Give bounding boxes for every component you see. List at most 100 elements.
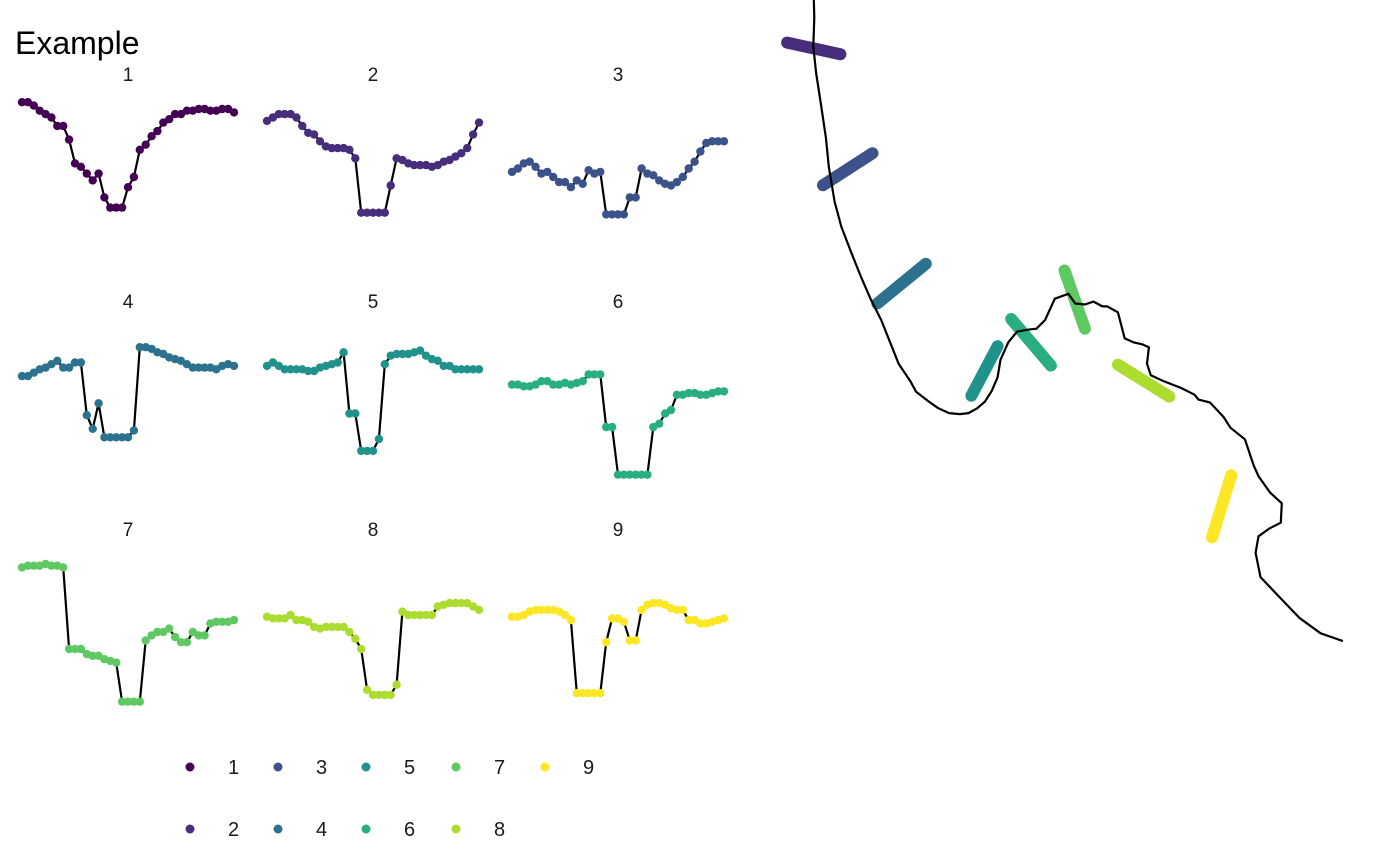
facet-point [415,610,425,620]
legend-item-4: 4 [273,819,327,841]
facet-point [374,208,384,217]
facet-point [182,638,192,647]
facet-point [380,360,389,369]
legend-label: 9 [583,757,594,779]
facet-point [607,422,617,432]
facet-point [274,614,283,623]
facet-point [292,365,301,374]
facet-point [112,658,121,667]
facet-point [165,624,174,633]
facet-point [439,361,448,371]
facet-point [549,172,558,182]
facet-point [82,411,92,420]
segment-8 [1111,358,1176,403]
segment-9 [1206,469,1238,544]
facet-point [655,419,664,428]
facet-point [106,203,115,212]
legend-label: 7 [494,757,505,779]
facet-point [64,363,74,372]
facet-point [298,121,307,131]
legend-item-3: 3 [273,757,327,779]
facet-point [123,433,133,442]
facet-point [374,690,384,700]
facet-label-7: 7 [123,520,134,541]
facet-point [643,470,652,479]
facet-point [206,106,215,115]
facet-point [345,145,354,154]
facet-point [602,210,611,219]
legend-key [273,762,283,772]
facet-point [457,149,466,158]
facet-point [678,172,687,182]
facet-point [427,610,437,620]
facet-point [531,162,540,171]
facet-point [549,380,558,389]
facet-point [625,636,634,645]
facet-point [141,140,150,149]
legend-key [451,824,461,834]
facet-point [321,622,331,632]
facet-point [29,101,38,110]
facet-point [147,132,156,141]
facet-label-6: 6 [613,292,624,313]
facet-point [29,561,38,570]
facet-point [572,689,581,698]
facet-point [53,121,62,131]
facet-point [182,106,192,115]
facet-point [543,605,552,615]
facet-point [129,172,139,182]
legend-key [273,824,283,834]
facet-point [719,614,729,623]
facet-point [94,399,103,408]
facet-line-3 [511,140,724,216]
facet-point [194,631,203,640]
facet-point [135,145,144,154]
facet-point [170,632,180,642]
facet-point [649,598,658,608]
legend-key [185,824,195,834]
facet-point [631,636,640,645]
facet-point [719,137,729,146]
facet-point [23,561,33,570]
facet-label-2: 2 [368,65,379,86]
facet-point [70,358,80,367]
facet-point [141,636,150,645]
facet-point [112,433,121,442]
facet-point [684,615,693,625]
facet-point [584,689,593,698]
facet-point [280,109,289,119]
facet-point [218,617,227,626]
legend-key [185,762,195,772]
facet-point [445,598,454,608]
facet-point [64,644,74,654]
facet-label-9: 9 [613,520,624,541]
facet-point [590,689,599,698]
legend-label: 3 [316,757,327,779]
facet-point [268,614,278,623]
facet-point [117,697,127,706]
facet-point [200,363,209,372]
facet-point [696,619,705,628]
path-map [781,0,1344,643]
facet-point [153,627,162,637]
facet-point [596,370,605,379]
segment-7 [1058,264,1091,335]
facet-point [129,426,139,435]
facet-point [625,470,634,479]
facet-panel-1: 1 [17,65,239,212]
facet-label-1: 1 [123,65,134,86]
facet-point [229,108,239,117]
legend-item-8: 8 [451,819,505,841]
facet-point [70,644,80,654]
facet-point [507,612,517,621]
facet-point [357,208,366,217]
facet-point [315,137,325,146]
facet-point [176,638,186,647]
facet-point [82,169,92,178]
facet-point [719,387,729,396]
legend-label: 6 [404,819,415,841]
facet-panel-5: 5 [262,292,484,456]
facet-point [607,614,617,623]
facet-point [637,164,646,173]
